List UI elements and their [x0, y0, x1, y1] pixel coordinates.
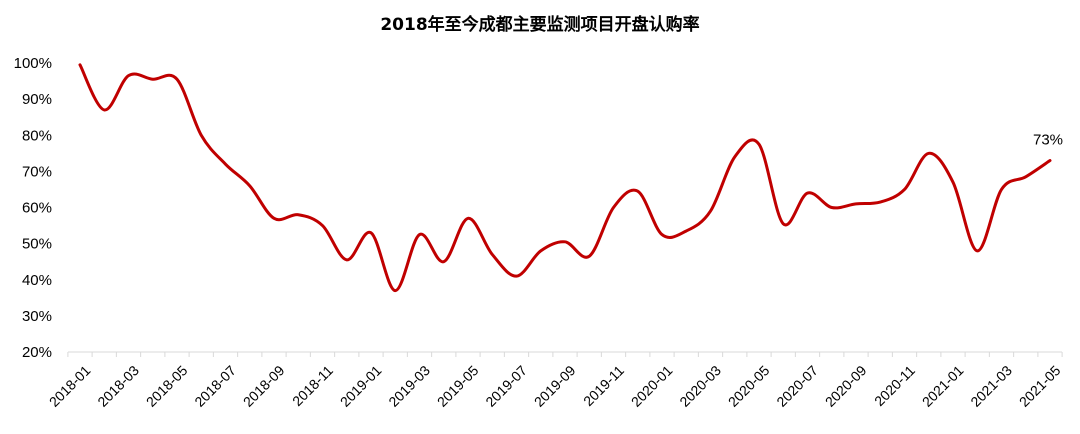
data-point: [467, 217, 470, 220]
data-point: [79, 63, 82, 66]
data-label-last: 73%: [1033, 132, 1063, 149]
y-tick-label: 60%: [22, 200, 52, 217]
y-tick-label: 90%: [22, 91, 52, 108]
data-point: [321, 224, 324, 227]
x-tick-label: 2018-01: [46, 362, 94, 410]
x-tick-label: 2020-05: [725, 362, 773, 410]
x-tick-label: 2020-11: [871, 362, 918, 409]
x-tick-label: 2018-03: [94, 362, 142, 410]
x-tick-label: 2020-03: [676, 362, 724, 410]
data-point: [1000, 188, 1003, 191]
x-tick-label: 2021-03: [967, 362, 1015, 410]
data-point: [345, 258, 348, 261]
x-tick-label: 2020-07: [773, 362, 821, 410]
y-tick-label: 50%: [22, 236, 52, 253]
x-tick-label: 2018-05: [143, 362, 191, 410]
x-tick-label: 2021-01: [919, 362, 967, 410]
y-tick-label: 80%: [22, 127, 52, 144]
x-tick-label: 2020-01: [628, 362, 676, 410]
data-point: [370, 231, 373, 234]
data-point: [418, 233, 421, 236]
data-point: [927, 152, 930, 155]
data-point: [903, 188, 906, 191]
data-point: [1049, 159, 1052, 162]
data-point: [685, 229, 688, 232]
data-point: [491, 253, 494, 256]
x-tick-label: 2019-07: [482, 362, 530, 410]
data-point: [176, 78, 179, 81]
y-tick-label: 30%: [22, 308, 52, 325]
data-point: [733, 155, 736, 158]
x-tick-label: 2018-07: [191, 362, 239, 410]
data-point: [273, 217, 276, 220]
data-points: [79, 63, 1052, 292]
series-line: [78, 63, 1052, 293]
y-tick-label: 70%: [22, 163, 52, 180]
data-point: [200, 134, 203, 137]
x-tick-label: 2018-09: [240, 362, 288, 410]
data-point: [103, 108, 106, 111]
data-point: [758, 143, 761, 146]
x-tick-label: 2019-11: [580, 362, 627, 409]
x-tick-label: 2019-05: [434, 362, 482, 410]
x-tick-label: 2019-09: [531, 362, 579, 410]
data-point: [612, 206, 615, 209]
y-axis-ticks: 20% 30% 40% 50% 60% 70% 80% 90% 100%: [14, 55, 52, 361]
data-point: [564, 240, 567, 243]
x-tick-label: 2018-11: [289, 362, 336, 409]
data-point: [830, 206, 833, 209]
x-tick-label: 2019-01: [337, 362, 385, 410]
data-point: [855, 202, 858, 205]
data-point: [127, 74, 130, 77]
data-point: [151, 78, 154, 81]
data-point: [539, 249, 542, 252]
y-tick-label: 20%: [22, 344, 52, 361]
data-point: [806, 192, 809, 195]
x-tick-label: 2020-09: [822, 362, 870, 410]
data-point: [248, 184, 251, 187]
data-point: [976, 249, 979, 252]
data-point: [1024, 175, 1027, 178]
data-point: [297, 213, 300, 216]
data-point: [442, 260, 445, 263]
data-point: [515, 275, 518, 278]
chart-title: 2018年至今成都主要监测项目开盘认购率: [380, 14, 699, 35]
data-point: [394, 289, 397, 292]
data-point: [709, 210, 712, 213]
x-tick-label: 2019-03: [385, 362, 433, 410]
y-tick-label: 100%: [14, 55, 52, 72]
data-point: [636, 190, 639, 193]
x-axis-ticks: 2018-01 2018-03 2018-05 2018-07 2018-09 2018-…: [46, 352, 1064, 410]
data-point: [952, 181, 955, 184]
data-point: [661, 233, 664, 236]
data-point: [224, 163, 227, 166]
data-point: [782, 222, 785, 225]
x-tick-label: 2021-05: [1016, 362, 1064, 410]
y-tick-label: 40%: [22, 272, 52, 289]
data-point: [879, 201, 882, 204]
data-point: [588, 255, 591, 258]
